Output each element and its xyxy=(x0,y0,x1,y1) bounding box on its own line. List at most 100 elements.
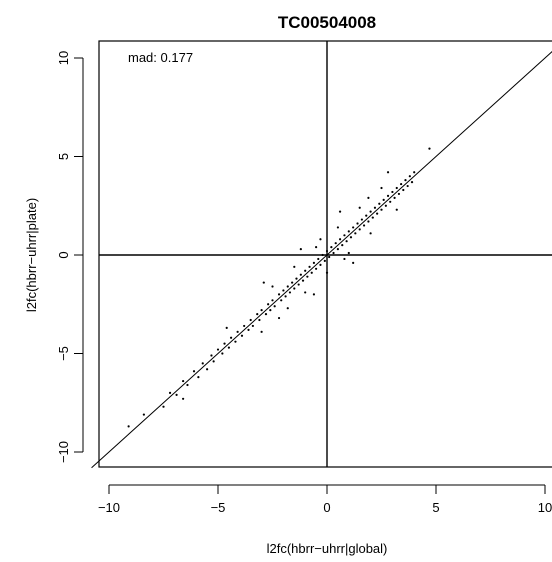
data-point xyxy=(365,214,368,217)
data-point xyxy=(384,204,387,207)
data-point xyxy=(354,232,357,235)
data-point xyxy=(277,316,281,320)
data-point xyxy=(386,194,390,197)
data-point xyxy=(295,277,298,280)
y-tick-label: 10 xyxy=(56,51,71,65)
data-point xyxy=(284,295,287,298)
data-point xyxy=(267,303,270,306)
data-point xyxy=(225,326,228,329)
data-point xyxy=(251,324,254,328)
data-point xyxy=(321,253,324,257)
data-point xyxy=(293,265,296,268)
data-point xyxy=(162,405,165,408)
data-point xyxy=(127,425,130,428)
data-point xyxy=(223,342,226,345)
data-point xyxy=(334,242,337,245)
data-point xyxy=(175,393,178,396)
data-point xyxy=(256,313,259,316)
x-axis-label: l2fc(hbrr−uhrr|global) xyxy=(267,541,388,556)
data-point xyxy=(221,352,224,355)
data-point xyxy=(229,336,233,339)
data-point xyxy=(308,265,311,268)
chart-title: TC00504008 xyxy=(278,13,376,32)
data-point xyxy=(369,210,372,213)
data-point xyxy=(317,257,320,261)
data-point xyxy=(343,234,346,237)
data-point xyxy=(271,299,274,302)
data-point xyxy=(249,318,252,322)
data-point xyxy=(325,249,329,253)
data-point xyxy=(358,206,361,209)
x-tick-label: 10 xyxy=(538,500,552,515)
data-point xyxy=(369,232,372,235)
data-point xyxy=(288,291,292,294)
y-tick-label: −10 xyxy=(56,441,71,463)
data-point xyxy=(395,208,398,211)
data-point xyxy=(212,360,215,363)
data-point xyxy=(352,226,355,229)
data-point xyxy=(343,257,346,261)
data-point xyxy=(338,238,342,241)
data-point xyxy=(310,271,313,274)
data-point xyxy=(330,246,333,249)
data-point xyxy=(380,186,383,190)
data-point xyxy=(282,289,285,292)
data-point xyxy=(197,376,200,379)
data-point xyxy=(389,200,392,203)
y-axis-label: l2fc(hbrr−uhrr|plate) xyxy=(24,198,39,312)
x-tick-label: −10 xyxy=(98,500,120,515)
data-point xyxy=(347,230,350,233)
data-point xyxy=(271,285,274,288)
data-point xyxy=(168,391,172,394)
data-point xyxy=(386,171,390,174)
data-point xyxy=(406,184,409,188)
data-point xyxy=(397,192,401,196)
data-point xyxy=(227,346,230,349)
data-point xyxy=(325,271,329,274)
data-point xyxy=(280,299,283,302)
reference-lines xyxy=(91,41,552,469)
x-tick-label: 0 xyxy=(323,500,330,515)
data-point xyxy=(264,313,268,316)
data-point xyxy=(182,379,185,383)
data-point xyxy=(273,305,276,308)
x-tick-label: 5 xyxy=(432,500,439,515)
data-point xyxy=(338,210,342,213)
data-point xyxy=(201,362,204,365)
data-point xyxy=(315,267,318,270)
data-point xyxy=(428,147,431,150)
data-point xyxy=(341,244,344,247)
data-point xyxy=(234,340,237,343)
data-point xyxy=(336,226,339,229)
data-point xyxy=(373,206,377,209)
data-point xyxy=(332,251,335,255)
data-point xyxy=(356,222,359,225)
data-point xyxy=(304,269,307,272)
data-point xyxy=(378,202,381,205)
data-point xyxy=(347,251,350,255)
data-point xyxy=(299,247,302,251)
reference-line-identity xyxy=(91,51,552,469)
data-point xyxy=(293,287,296,290)
y-tick-label: 5 xyxy=(56,153,71,160)
data-point xyxy=(192,370,196,373)
data-point xyxy=(277,293,281,296)
data-point xyxy=(336,247,339,251)
data-points xyxy=(127,147,431,428)
data-point xyxy=(367,220,370,223)
data-point xyxy=(371,216,374,219)
data-point xyxy=(391,190,394,194)
data-point xyxy=(312,293,316,296)
data-point xyxy=(260,309,263,312)
data-point xyxy=(258,318,261,322)
data-point xyxy=(304,291,307,294)
data-point xyxy=(382,198,385,201)
data-point xyxy=(319,263,322,266)
data-point xyxy=(247,328,250,331)
data-point xyxy=(269,309,272,312)
data-point xyxy=(312,261,316,264)
data-point xyxy=(306,275,309,278)
x-tick-label: −5 xyxy=(211,500,226,515)
data-point xyxy=(345,240,348,243)
